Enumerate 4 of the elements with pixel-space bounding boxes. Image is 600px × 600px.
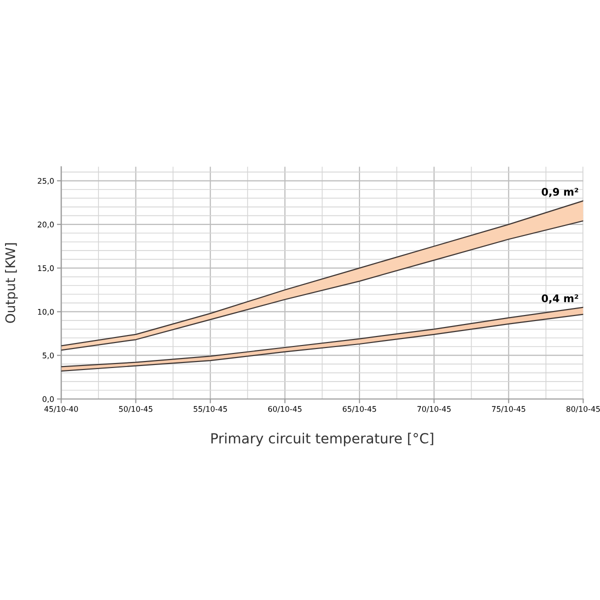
x-axis-title: Primary circuit temperature [°C] bbox=[211, 432, 434, 446]
series-label: 0,9 m² bbox=[542, 188, 578, 198]
y-axis-title: Output [KW] bbox=[5, 243, 18, 323]
series-label: 0,4 m² bbox=[542, 294, 578, 304]
